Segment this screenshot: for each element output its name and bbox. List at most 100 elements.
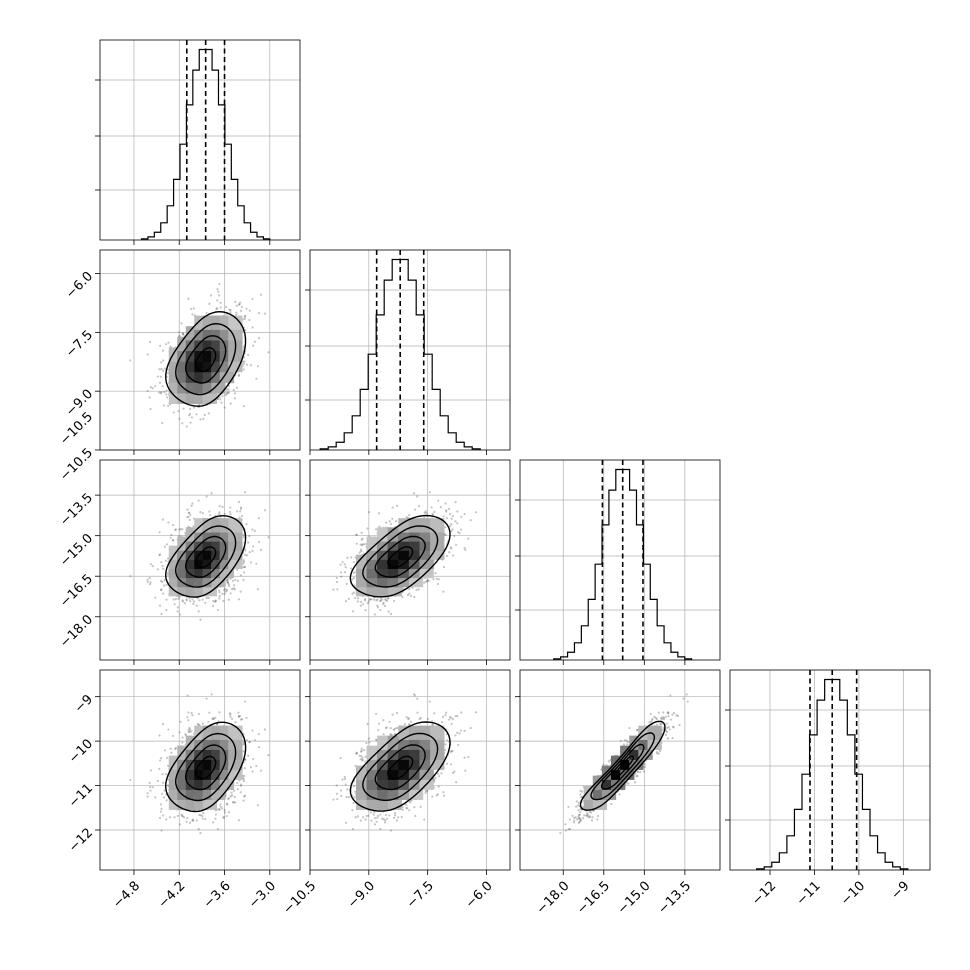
scatter-point: [225, 588, 229, 591]
scatter-point: [255, 562, 258, 565]
scatter-point: [182, 407, 185, 410]
scatter-point: [347, 597, 350, 600]
scatter-point: [177, 597, 180, 600]
scatter-point: [445, 554, 449, 558]
scatter-point: [158, 531, 161, 534]
scatter-point: [190, 307, 193, 310]
scatter-point: [448, 512, 452, 516]
scatter-point: [234, 721, 237, 724]
scatter-point: [188, 412, 192, 416]
scatter-point: [377, 512, 381, 515]
scatter-point: [186, 694, 189, 697]
scatter-point: [188, 597, 191, 600]
scatter-point: [178, 613, 182, 616]
scatter-point: [236, 568, 239, 572]
scatter-point: [239, 301, 242, 304]
scatter-point: [251, 297, 254, 301]
scatter-point: [366, 602, 369, 605]
scatter-point: [242, 560, 245, 564]
scatter-point: [361, 537, 364, 540]
scatter-point: [344, 600, 348, 603]
scatter-point: [450, 523, 453, 526]
scatter-point: [256, 588, 260, 591]
scatter-point: [363, 543, 366, 546]
scatter-point: [409, 594, 413, 598]
scatter-point: [178, 417, 181, 420]
scatter-point: [356, 600, 359, 603]
scatter-point: [408, 588, 411, 591]
scatter-point: [416, 495, 419, 498]
scatter-point: [191, 598, 194, 601]
scatter-point: [228, 308, 231, 311]
scatter-point: [339, 571, 343, 574]
scatter-point: [230, 794, 234, 797]
scatter-point: [255, 377, 258, 380]
scatter-point: [427, 579, 430, 582]
scatter-point: [192, 406, 196, 409]
scatter-point: [216, 307, 219, 310]
scatter-point: [240, 305, 244, 309]
scatter-point: [253, 340, 256, 343]
scatter-point: [243, 314, 247, 318]
scatter-point: [434, 572, 437, 575]
scatter-point: [146, 578, 149, 581]
scatter-point: [146, 389, 149, 393]
scatter-point: [204, 601, 207, 604]
scatter-point: [235, 311, 238, 314]
contour-1-0-0: [195, 347, 217, 373]
scatter-point: [188, 726, 191, 729]
scatter-point: [391, 506, 394, 509]
scatter-point: [359, 604, 362, 607]
scatter-point: [149, 385, 153, 389]
scatter-point: [243, 794, 247, 797]
scatter-point: [158, 381, 162, 384]
scatter-point: [181, 332, 185, 335]
scatter-point: [381, 598, 384, 601]
scatter-point: [195, 413, 198, 416]
scatter-point: [205, 495, 208, 498]
scatter-point: [212, 604, 215, 608]
scatter-point: [190, 504, 193, 507]
scatter-point: [166, 573, 169, 576]
scatter-point: [249, 364, 253, 367]
scatter-point: [242, 536, 245, 539]
scatter-point: [236, 579, 240, 582]
scatter-point: [187, 711, 190, 714]
scatter-point: [444, 533, 447, 537]
scatter-point: [165, 818, 168, 821]
scatter-point: [242, 533, 245, 537]
scatter-point: [367, 510, 371, 514]
scatter-point: [245, 523, 248, 526]
scatter-point: [219, 398, 222, 401]
scatter-point: [216, 827, 220, 831]
scatter-point: [352, 576, 356, 580]
scatter-point: [430, 506, 433, 509]
scatter-point: [248, 318, 251, 322]
scatter-point: [226, 578, 230, 581]
scatter-point: [375, 599, 378, 602]
scatter-point: [451, 554, 455, 557]
scatter-point: [219, 301, 222, 304]
scatter-point: [237, 374, 240, 377]
scatter-point: [158, 391, 161, 394]
scatter-point: [335, 580, 339, 584]
scatter-point: [221, 395, 224, 398]
scatter-point: [267, 536, 270, 539]
scatter-point: [235, 386, 239, 390]
scatter-point: [431, 512, 434, 516]
scatter-point: [436, 582, 439, 586]
scatter-point: [376, 604, 379, 607]
scatter-point: [433, 510, 436, 513]
scatter-point: [154, 596, 157, 599]
scatter-point: [384, 599, 387, 602]
scatter-point: [242, 780, 245, 783]
scatter-point: [459, 528, 463, 531]
scatter-point: [457, 531, 460, 534]
scatter-point: [219, 306, 222, 309]
scatter-point: [432, 578, 435, 581]
scatter-point: [158, 767, 161, 771]
scatter-point: [163, 749, 166, 752]
scatter-point: [205, 311, 208, 315]
scatter-point: [369, 598, 372, 601]
panel-frame: [519, 459, 721, 661]
